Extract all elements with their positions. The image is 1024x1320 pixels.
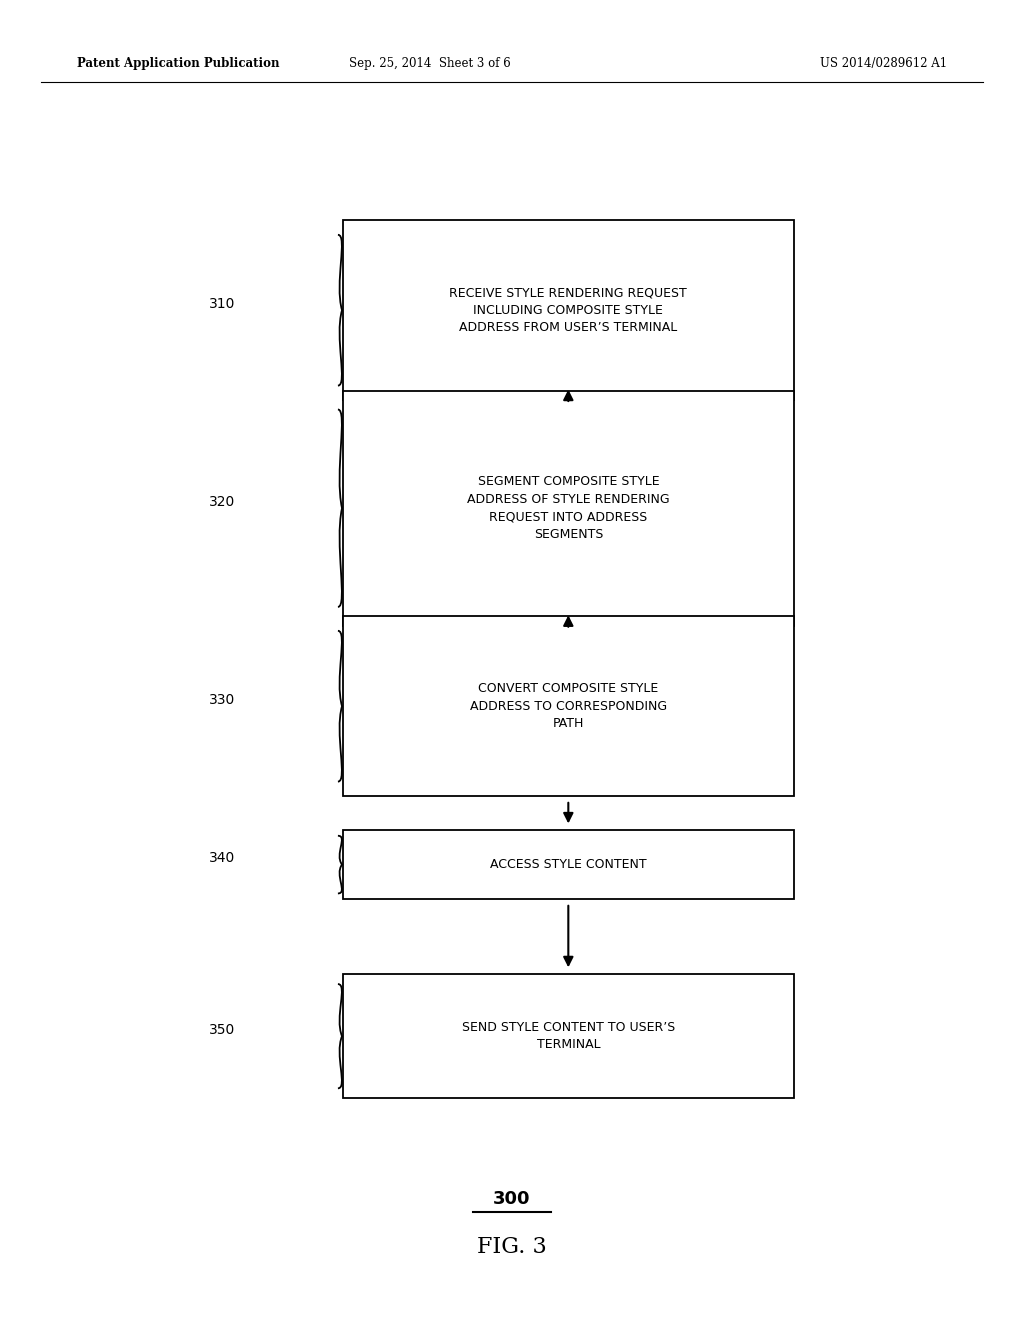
Bar (343, 220, 794, 400)
Text: ACCESS STYLE CONTENT: ACCESS STYLE CONTENT (490, 858, 646, 871)
Text: CONVERT COMPOSITE STYLE
ADDRESS TO CORRESPONDING
PATH: CONVERT COMPOSITE STYLE ADDRESS TO CORRE… (470, 682, 667, 730)
Text: 330: 330 (209, 693, 236, 706)
Text: Sep. 25, 2014  Sheet 3 of 6: Sep. 25, 2014 Sheet 3 of 6 (349, 57, 511, 70)
Text: US 2014/0289612 A1: US 2014/0289612 A1 (820, 57, 947, 70)
Text: Patent Application Publication: Patent Application Publication (77, 57, 280, 70)
Bar (343, 391, 794, 626)
Bar (343, 616, 794, 796)
Text: RECEIVE STYLE RENDERING REQUEST
INCLUDING COMPOSITE STYLE
ADDRESS FROM USER’S TE: RECEIVE STYLE RENDERING REQUEST INCLUDIN… (450, 286, 687, 334)
Bar (343, 830, 794, 899)
Text: FIG. 3: FIG. 3 (477, 1237, 547, 1258)
Text: 320: 320 (209, 495, 236, 508)
Text: 350: 350 (209, 1023, 236, 1036)
Text: 340: 340 (209, 851, 236, 865)
Text: SEND STYLE CONTENT TO USER’S
TERMINAL: SEND STYLE CONTENT TO USER’S TERMINAL (462, 1020, 675, 1052)
Bar (343, 974, 794, 1098)
Text: 300: 300 (494, 1189, 530, 1208)
Text: SEGMENT COMPOSITE STYLE
ADDRESS OF STYLE RENDERING
REQUEST INTO ADDRESS
SEGMENTS: SEGMENT COMPOSITE STYLE ADDRESS OF STYLE… (467, 475, 670, 541)
Text: 310: 310 (209, 297, 236, 310)
